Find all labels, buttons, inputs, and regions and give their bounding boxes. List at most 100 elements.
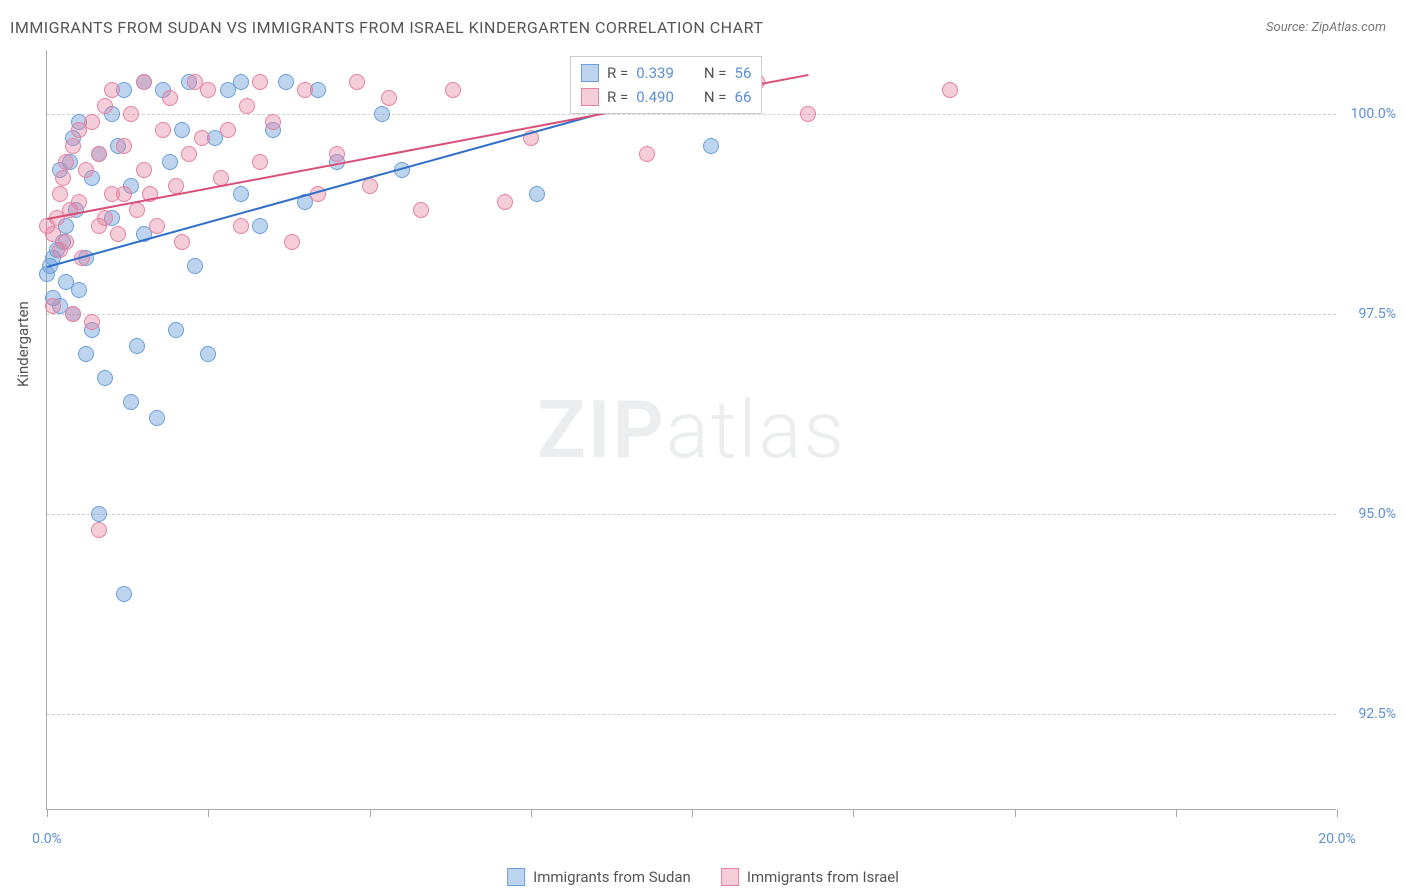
scatter-point [174, 122, 190, 138]
scatter-point [97, 210, 113, 226]
scatter-point [233, 74, 249, 90]
scatter-point [149, 218, 165, 234]
scatter-point [374, 106, 390, 122]
scatter-point [129, 338, 145, 354]
scatter-point [381, 90, 397, 106]
scatter-point [78, 162, 94, 178]
legend-r-label: R = [607, 88, 628, 106]
scatter-point [149, 410, 165, 426]
scatter-point [91, 522, 107, 538]
scatter-point [168, 322, 184, 338]
scatter-point [220, 122, 236, 138]
x-tick [692, 809, 693, 817]
scatter-point [362, 178, 378, 194]
x-tick [370, 809, 371, 817]
scatter-point [52, 186, 68, 202]
scatter-point [97, 370, 113, 386]
scatter-point [123, 106, 139, 122]
scatter-point [187, 258, 203, 274]
scatter-point [278, 74, 294, 90]
scatter-point [445, 82, 461, 98]
scatter-point [58, 234, 74, 250]
legend-swatch [721, 868, 739, 886]
x-tick [47, 809, 48, 817]
scatter-point [116, 186, 132, 202]
scatter-point [84, 114, 100, 130]
scatter-point [71, 194, 87, 210]
scatter-point [252, 154, 268, 170]
scatter-point [239, 98, 255, 114]
legend-series-name: Immigrants from Israel [747, 868, 899, 886]
y-tick-label: 100.0% [1351, 106, 1396, 122]
scatter-point [110, 226, 126, 242]
watermark-bold: ZIP [537, 383, 666, 477]
scatter-point [265, 114, 281, 130]
scatter-point [104, 82, 120, 98]
scatter-point [91, 506, 107, 522]
scatter-point [162, 90, 178, 106]
plot-area: ZIPatlas 92.5%95.0%97.5%100.0%0.0%20.0% [46, 50, 1336, 810]
chart-title: IMMIGRANTS FROM SUDAN VS IMMIGRANTS FROM… [10, 18, 763, 37]
legend-bottom: Immigrants from Sudan Immigrants from Isr… [507, 868, 899, 886]
scatter-point [116, 138, 132, 154]
scatter-point [284, 234, 300, 250]
legend-n-value: 66 [735, 88, 752, 106]
scatter-point [200, 346, 216, 362]
x-tick [1176, 809, 1177, 817]
y-tick-label: 95.0% [1358, 506, 1396, 522]
legend-n-label: N = [704, 88, 727, 106]
source-prefix: Source: [1266, 20, 1311, 35]
scatter-point [91, 146, 107, 162]
scatter-point [497, 194, 513, 210]
scatter-point [97, 98, 113, 114]
legend-n-value: 56 [735, 64, 752, 82]
legend-series-name: Immigrants from Sudan [533, 868, 691, 886]
gridline [47, 514, 1336, 515]
source-name: ZipAtlas.com [1311, 20, 1386, 35]
legend-n-label: N = [704, 64, 727, 82]
scatter-point [58, 154, 74, 170]
scatter-point [200, 82, 216, 98]
legend-item: Immigrants from Sudan [507, 868, 691, 886]
scatter-point [252, 218, 268, 234]
scatter-point [174, 234, 190, 250]
scatter-point [65, 138, 81, 154]
legend-stats: R = 0.339 N = 56 R = 0.490N = 66 [570, 56, 762, 114]
scatter-point [800, 106, 816, 122]
legend-r-value: 0.339 [636, 64, 674, 82]
x-tick [1015, 809, 1016, 817]
legend-r-label: R = [607, 64, 628, 82]
legend-stats-row: R = 0.339 N = 56 [581, 61, 751, 85]
gridline [47, 114, 1336, 115]
scatter-point [162, 154, 178, 170]
scatter-point [155, 122, 171, 138]
scatter-point [942, 82, 958, 98]
scatter-point [297, 82, 313, 98]
scatter-point [116, 586, 132, 602]
y-tick-label: 92.5% [1358, 706, 1396, 722]
watermark-light: atlas [666, 383, 846, 477]
scatter-point [252, 74, 268, 90]
scatter-point [233, 186, 249, 202]
scatter-point [194, 130, 210, 146]
y-axis-label: Kindergarten [14, 301, 32, 387]
legend-swatch [581, 88, 599, 106]
legend-swatch [507, 868, 525, 886]
scatter-point [529, 186, 545, 202]
legend-stats-row: R = 0.490N = 66 [581, 85, 751, 109]
scatter-point [45, 298, 61, 314]
x-tick [1337, 809, 1338, 817]
scatter-point [233, 218, 249, 234]
scatter-point [181, 146, 197, 162]
scatter-point [65, 306, 81, 322]
gridline [47, 714, 1336, 715]
source-attribution: Source: ZipAtlas.com [1266, 20, 1386, 35]
x-tick-label: 20.0% [1318, 831, 1356, 847]
scatter-point [413, 202, 429, 218]
scatter-point [84, 314, 100, 330]
scatter-point [329, 146, 345, 162]
x-tick-label: 0.0% [32, 831, 62, 847]
x-tick [531, 809, 532, 817]
scatter-point [78, 346, 94, 362]
scatter-point [71, 282, 87, 298]
